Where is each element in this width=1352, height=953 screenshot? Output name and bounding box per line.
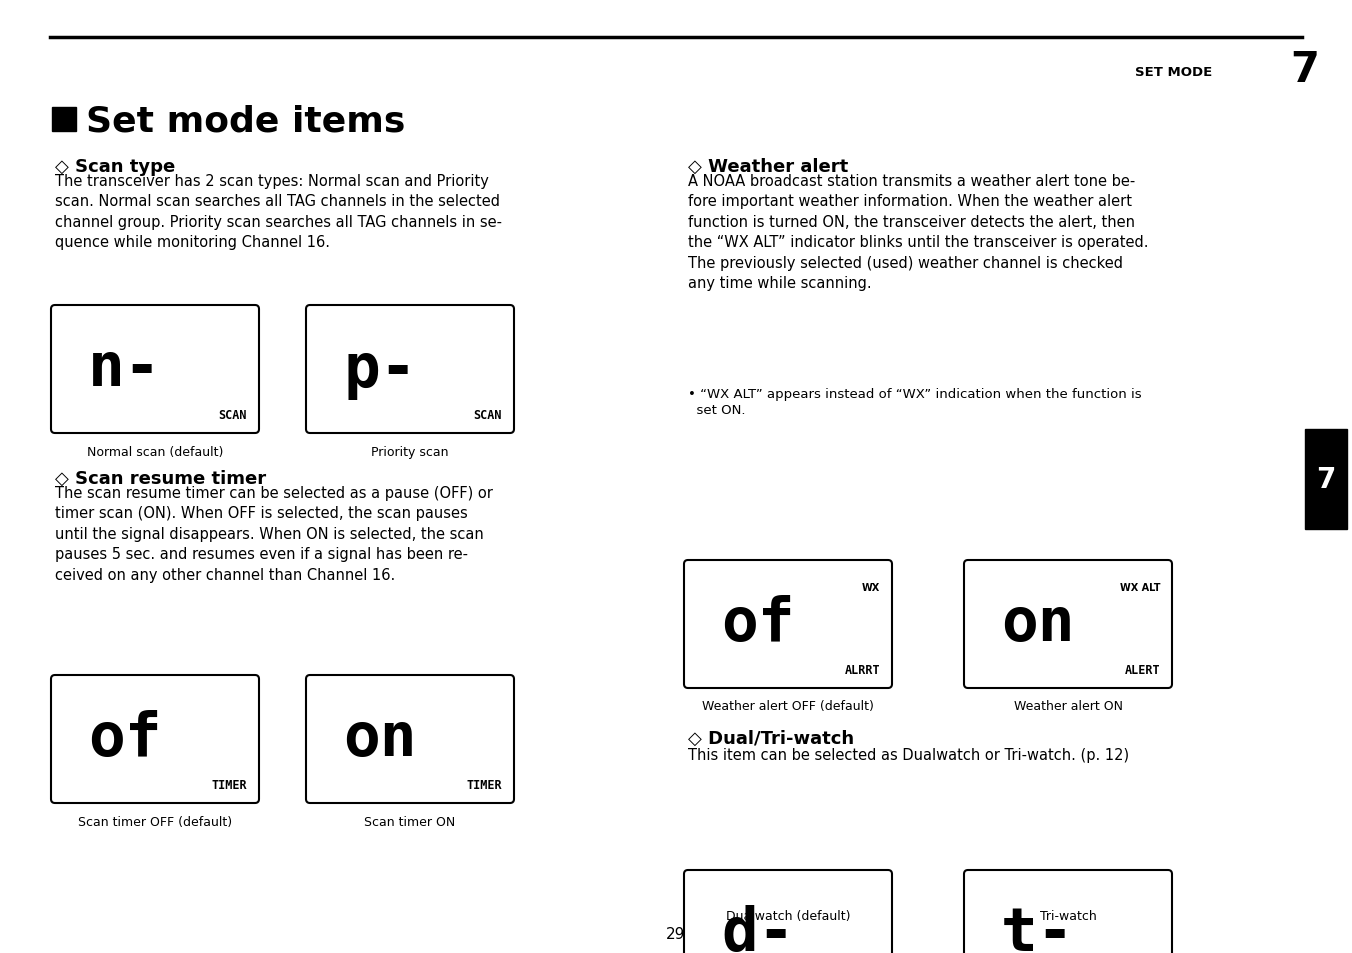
- Text: t-: t-: [1002, 904, 1075, 953]
- Text: TIMER: TIMER: [211, 779, 247, 791]
- Text: The scan resume timer can be selected as a pause (OFF) or
timer scan (ON). When : The scan resume timer can be selected as…: [55, 485, 493, 582]
- Text: ◇ Scan type: ◇ Scan type: [55, 158, 176, 175]
- Text: TIMER: TIMER: [466, 779, 502, 791]
- Text: ◇ Dual/Tri-watch: ◇ Dual/Tri-watch: [688, 729, 854, 747]
- Text: WX: WX: [861, 582, 880, 593]
- Text: n-: n-: [88, 340, 162, 399]
- Text: set ON.: set ON.: [688, 403, 745, 416]
- Text: Weather alert OFF (default): Weather alert OFF (default): [702, 700, 873, 712]
- Text: Set mode items: Set mode items: [87, 105, 406, 139]
- Bar: [1305, 430, 1347, 530]
- Text: Scan timer OFF (default): Scan timer OFF (default): [78, 815, 233, 828]
- Text: Dualwatch (default): Dualwatch (default): [726, 909, 850, 923]
- FancyBboxPatch shape: [684, 560, 892, 688]
- Text: d-: d-: [721, 904, 795, 953]
- Text: ALRRT: ALRRT: [845, 663, 880, 677]
- Text: of: of: [88, 710, 162, 769]
- FancyBboxPatch shape: [964, 870, 1172, 953]
- Text: ◇ Scan resume timer: ◇ Scan resume timer: [55, 470, 266, 488]
- Text: on: on: [1002, 595, 1075, 654]
- Text: • “WX ALT” appears instead of “WX” indication when the function is: • “WX ALT” appears instead of “WX” indic…: [688, 388, 1141, 400]
- Text: Normal scan (default): Normal scan (default): [87, 446, 223, 458]
- Text: Scan timer ON: Scan timer ON: [365, 815, 456, 828]
- FancyBboxPatch shape: [306, 676, 514, 803]
- Text: 29: 29: [667, 926, 685, 942]
- Text: p-: p-: [343, 340, 416, 399]
- Text: Tri-watch: Tri-watch: [1040, 909, 1096, 923]
- Text: ◇ Weather alert: ◇ Weather alert: [688, 158, 848, 175]
- Text: Weather alert ON: Weather alert ON: [1014, 700, 1122, 712]
- Text: 7: 7: [1317, 465, 1336, 494]
- Text: ALERT: ALERT: [1125, 663, 1160, 677]
- Text: Priority scan: Priority scan: [372, 446, 449, 458]
- FancyBboxPatch shape: [964, 560, 1172, 688]
- Text: SCAN: SCAN: [473, 409, 502, 421]
- Bar: [51, 108, 76, 132]
- Text: WX ALT: WX ALT: [1119, 582, 1160, 593]
- Text: A NOAA broadcast station transmits a weather alert tone be-
fore important weath: A NOAA broadcast station transmits a wea…: [688, 173, 1148, 291]
- Text: SET MODE: SET MODE: [1134, 66, 1213, 78]
- FancyBboxPatch shape: [684, 870, 892, 953]
- FancyBboxPatch shape: [51, 306, 260, 434]
- FancyBboxPatch shape: [51, 676, 260, 803]
- Text: of: of: [721, 595, 795, 654]
- Text: The transceiver has 2 scan types: Normal scan and Priority
scan. Normal scan sea: The transceiver has 2 scan types: Normal…: [55, 173, 502, 250]
- Text: 7: 7: [1291, 49, 1320, 91]
- Text: This item can be selected as Dualwatch or Tri-watch. (p. 12): This item can be selected as Dualwatch o…: [688, 747, 1129, 762]
- FancyBboxPatch shape: [306, 306, 514, 434]
- Text: SCAN: SCAN: [219, 409, 247, 421]
- Text: on: on: [343, 710, 416, 769]
